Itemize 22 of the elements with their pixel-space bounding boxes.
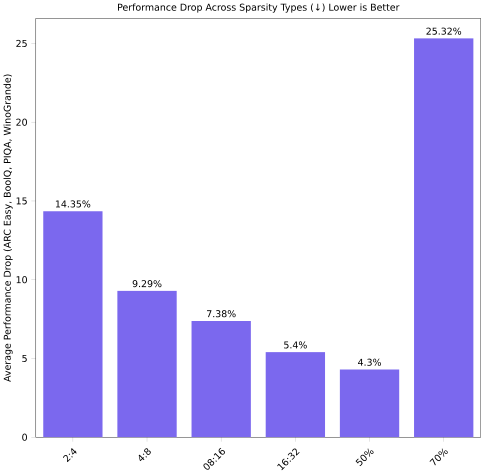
data-label: 7.38% bbox=[207, 310, 236, 318]
bar bbox=[266, 352, 326, 438]
y-tick-label: 0 bbox=[22, 434, 27, 441]
y-axis-title: Average Performance Drop (ARC Easy, BoolQ, PIQA, WinoGrande) bbox=[3, 74, 13, 382]
bar bbox=[340, 369, 400, 438]
chart-title: Performance Drop Across Sparsity Types (↓) Lower is Better bbox=[118, 3, 400, 13]
y-tick-label: 25 bbox=[16, 40, 27, 47]
y-tick-label: 20 bbox=[16, 118, 27, 126]
data-label: 5.4% bbox=[284, 341, 307, 348]
x-tick-label: 2:4 bbox=[62, 448, 77, 462]
bar bbox=[192, 320, 251, 438]
data-label: 25.32% bbox=[426, 28, 462, 35]
data-label: 4.3% bbox=[358, 358, 381, 366]
x-tick-label: 4:8 bbox=[138, 448, 151, 462]
y-tick-label: 10 bbox=[16, 276, 27, 284]
bar bbox=[43, 211, 103, 438]
data-label: 9.29% bbox=[132, 280, 162, 288]
bar bbox=[414, 38, 474, 438]
data-label: 14.35% bbox=[56, 200, 90, 208]
y-tick-label: 5 bbox=[22, 354, 27, 362]
y-tick-label: 15 bbox=[16, 197, 27, 204]
bar bbox=[117, 290, 177, 438]
